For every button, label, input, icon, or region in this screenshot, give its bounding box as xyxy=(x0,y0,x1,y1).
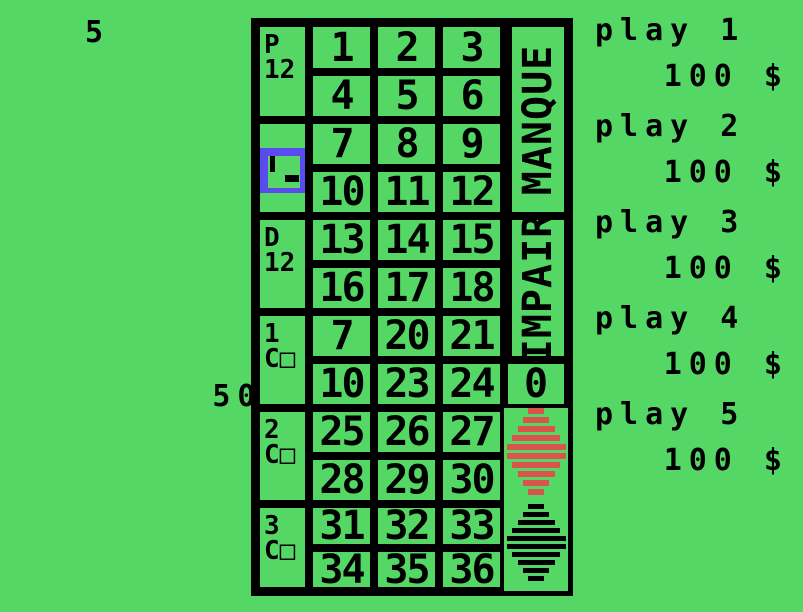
number-cell[interactable]: 21 xyxy=(439,312,504,360)
number-cell[interactable]: 13 xyxy=(309,216,374,264)
number-cell[interactable]: 7 xyxy=(309,312,374,360)
bet-cell-column-1[interactable]: 1 C□ xyxy=(256,312,309,408)
black-wheel-icon xyxy=(504,504,568,591)
manque-label: MANQUE xyxy=(515,44,561,195)
number-cell[interactable]: 32 xyxy=(374,504,439,548)
selection-cursor[interactable] xyxy=(260,148,305,193)
number-cell[interactable]: 31 xyxy=(309,504,374,548)
player-row[interactable]: play 3 100 $ xyxy=(583,205,803,286)
player-row[interactable]: play 5 100 $ xyxy=(583,397,803,478)
number-cell[interactable]: 18 xyxy=(439,264,504,312)
number-cell[interactable]: 29 xyxy=(374,456,439,504)
number-cell[interactable]: 34 xyxy=(309,548,374,591)
number-cell[interactable]: 23 xyxy=(374,360,439,408)
bet-cell-impair[interactable]: IMPAIR xyxy=(508,216,568,360)
bet-cell-second-dozen[interactable]: D 12 xyxy=(256,216,309,312)
number-cell[interactable]: 14 xyxy=(374,216,439,264)
number-cell[interactable]: 36 xyxy=(439,548,504,591)
number-cell[interactable]: 16 xyxy=(309,264,374,312)
number-cell[interactable]: 11 xyxy=(374,168,439,216)
left-hud: 5 50$ xyxy=(0,0,304,612)
player-row[interactable]: play 2 100 $ xyxy=(583,109,803,190)
number-cell[interactable]: 35 xyxy=(374,548,439,591)
number-cell[interactable]: 10 xyxy=(309,168,374,216)
number-cell[interactable]: 25 xyxy=(309,408,374,456)
number-cell[interactable]: 9 xyxy=(439,120,504,168)
bet-cell-column-2[interactable]: 2 C□ xyxy=(256,408,309,504)
number-cell[interactable]: 26 xyxy=(374,408,439,456)
number-cell[interactable]: 5 xyxy=(374,72,439,120)
number-cell[interactable]: 33 xyxy=(439,504,504,548)
number-cell[interactable]: 10 xyxy=(309,360,374,408)
number-cell[interactable]: 1 xyxy=(309,23,374,72)
player-name: play 1 xyxy=(595,13,746,48)
number-cell[interactable]: 15 xyxy=(439,216,504,264)
spin-count: 5 xyxy=(85,15,111,50)
player-cash: 100 $ xyxy=(663,155,789,190)
number-cell[interactable]: 12 xyxy=(439,168,504,216)
number-cell[interactable]: 6 xyxy=(439,72,504,120)
number-cell[interactable]: 27 xyxy=(439,408,504,456)
player-panel: play 1 100 $ play 2 100 $ play 3 100 $ p… xyxy=(583,0,803,612)
bet-amount-value: 50 xyxy=(212,379,263,414)
red-wheel-icon xyxy=(504,408,568,504)
roulette-betting-board: P 12 D 12 1 C□ 2 C□ 3 C□ 1 2 3 4 5 6 7 8 9 10… xyxy=(251,18,573,596)
player-cash: 100 $ xyxy=(663,443,789,478)
number-cell[interactable]: 24 xyxy=(439,360,504,408)
player-cash: 100 $ xyxy=(663,251,789,286)
number-cell[interactable]: 3 xyxy=(439,23,504,72)
player-name: play 5 xyxy=(595,397,746,432)
number-cell[interactable]: 30 xyxy=(439,456,504,504)
impair-label: IMPAIR xyxy=(515,216,561,360)
bet-cell-column-3[interactable]: 3 C□ xyxy=(256,504,309,591)
number-cell[interactable]: 20 xyxy=(374,312,439,360)
player-row[interactable]: play 1 100 $ xyxy=(583,13,803,94)
number-cell[interactable]: 17 xyxy=(374,264,439,312)
player-row[interactable]: play 4 100 $ xyxy=(583,301,803,382)
number-cell[interactable]: 28 xyxy=(309,456,374,504)
bet-cell-zero[interactable]: 0 xyxy=(504,360,568,408)
player-name: play 3 xyxy=(595,205,746,240)
cursor-glyph-icon xyxy=(268,156,300,188)
player-name: play 4 xyxy=(595,301,746,336)
number-cell[interactable]: 7 xyxy=(309,120,374,168)
number-cell[interactable]: 2 xyxy=(374,23,439,72)
player-name: play 2 xyxy=(595,109,746,144)
number-cell[interactable]: 8 xyxy=(374,120,439,168)
bet-cell-first-dozen[interactable]: P 12 xyxy=(256,23,309,120)
player-cash: 100 $ xyxy=(663,347,789,382)
player-cash: 100 $ xyxy=(663,59,789,94)
number-cell[interactable]: 4 xyxy=(309,72,374,120)
bet-cell-manque[interactable]: MANQUE xyxy=(508,23,568,216)
